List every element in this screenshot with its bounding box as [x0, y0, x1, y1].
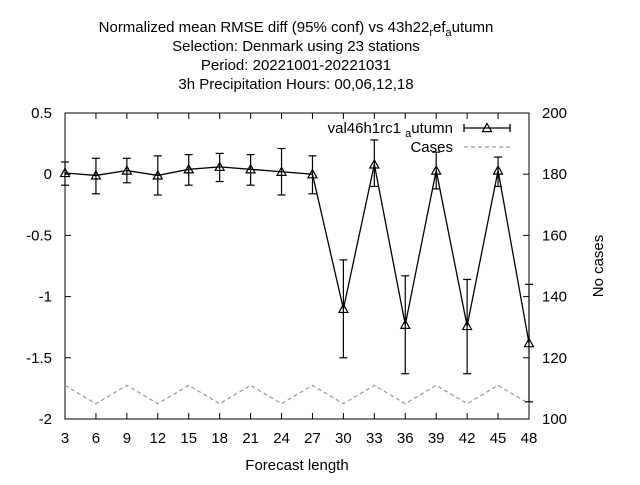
title-line-2: Selection: Denmark using 23 stations — [172, 38, 420, 55]
cases-line — [64, 384, 530, 405]
chart-title: Normalized mean RMSE diff (95% conf) vs … — [99, 19, 494, 93]
data-point — [121, 164, 133, 175]
y-tick-label: 0 — [44, 166, 52, 183]
x-tick-label: 39 — [428, 430, 445, 447]
x-tick-label: 18 — [211, 430, 228, 447]
y2-tick-label: 120 — [542, 350, 567, 367]
x-tick-label: 27 — [304, 430, 321, 447]
x-tick-label: 48 — [521, 430, 538, 447]
main-line — [64, 164, 530, 344]
x-tick-label: 45 — [490, 430, 507, 447]
x-axis-label: Forecast length — [245, 457, 348, 474]
y2-tick-label: 160 — [542, 227, 567, 244]
title-line-3: Period: 20221001-20221031 — [201, 57, 391, 74]
x-tick-label: 21 — [242, 430, 259, 447]
series-main — [59, 139, 535, 403]
legend-label-cases: Cases — [410, 139, 453, 156]
x-tick-label: 24 — [273, 430, 290, 447]
title-line-1: Normalized mean RMSE diff (95% conf) vs … — [99, 19, 494, 39]
y-tick-label: -1.5 — [26, 350, 52, 367]
x-tick-label: 33 — [366, 430, 383, 447]
y-tick-label: -0.5 — [26, 227, 52, 244]
data-point — [306, 168, 318, 179]
y-tick-label: 0.5 — [31, 105, 52, 122]
data-point — [90, 169, 102, 180]
data-point — [430, 164, 442, 175]
y2-tick-label: 140 — [542, 289, 567, 306]
y2-axis-label: No cases — [590, 235, 607, 298]
y-tick-label: -2 — [39, 411, 52, 428]
series-cases — [64, 384, 530, 405]
x-tick-label: 9 — [123, 430, 131, 447]
legend-swatch-marker — [481, 122, 493, 133]
data-point — [152, 169, 164, 180]
x-tick-label: 6 — [92, 430, 100, 447]
data-point — [368, 158, 380, 169]
x-tick-label: 12 — [149, 430, 166, 447]
data-point — [276, 166, 288, 176]
data-point — [399, 319, 411, 329]
axis-ticks: 3 6 9 12 15 18 21 24 27 30 33 36 39 42 45 480.50-0.5-1-… — [26, 105, 567, 447]
x-tick-label: 3 — [61, 430, 69, 447]
y2-tick-label: 100 — [542, 411, 567, 428]
data-point — [245, 163, 257, 174]
data-point — [523, 337, 535, 348]
y-tick-label: -1 — [39, 289, 52, 306]
x-tick-label: 30 — [335, 430, 352, 447]
data-point — [337, 303, 349, 314]
legend-label-main: val46h1rc1 autumn — [328, 120, 453, 140]
data-point — [59, 167, 71, 178]
y2-tick-label: 200 — [542, 105, 567, 122]
y2-tick-label: 180 — [542, 166, 567, 183]
title-line-4: 3h Precipitation Hours: 00,06,12,18 — [178, 76, 413, 93]
data-point — [183, 163, 195, 174]
data-point — [214, 161, 226, 172]
plot-frame — [64, 112, 530, 420]
x-tick-label: 36 — [397, 430, 414, 447]
x-tick-label: 42 — [459, 430, 476, 447]
data-point — [492, 164, 504, 175]
x-tick-label: 15 — [180, 430, 197, 447]
data-point — [461, 320, 473, 331]
